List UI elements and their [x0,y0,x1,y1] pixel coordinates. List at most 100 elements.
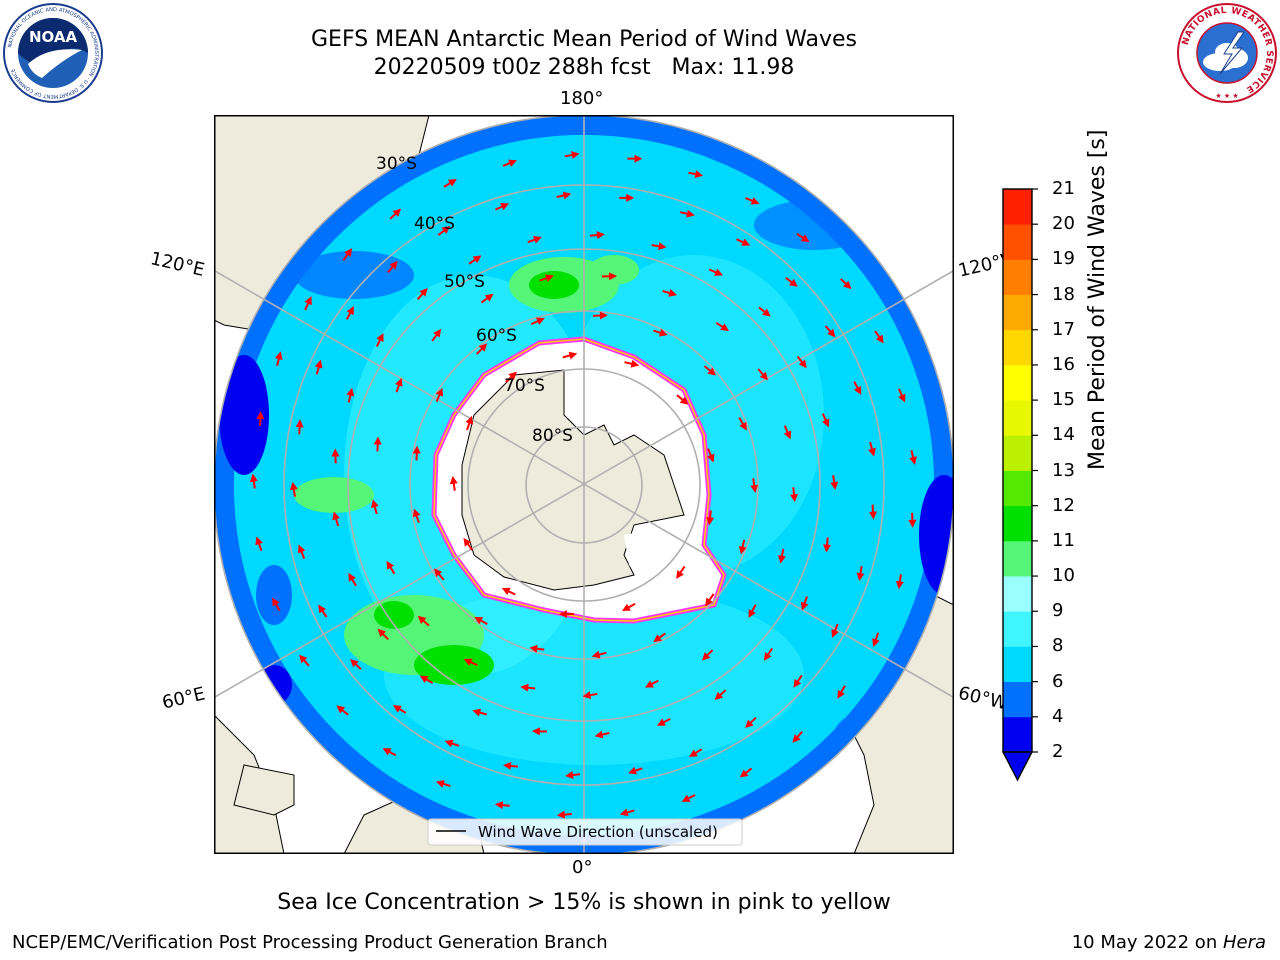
lon-label-60e: 60°E [160,683,208,714]
wave-direction-arrow [501,587,516,596]
colorbar-tick-label: 9 [1052,600,1064,622]
wave-direction-arrow [342,248,353,261]
wave-direction-arrow [444,739,460,748]
colorbar-tick-label: 19 [1052,248,1075,270]
wave-direction-arrow [475,343,488,355]
wave-direction-arrow [703,365,717,376]
wave-direction-arrow [289,481,298,497]
wave-direction-arrow [395,377,403,393]
lat-label-30s: 30°S [376,154,417,174]
lon-label-0: 0° [572,857,593,878]
wave-direction-arrow [527,236,542,244]
colorbar-extend-arrow [1001,751,1034,782]
wave-direction-arrow [377,628,389,641]
wave-direction-arrow [472,708,488,717]
wave-direction-arrow [594,730,610,739]
polar-map: 30°S 40°S 50°S 60°S 70°S 80°S Wind Wave … [214,115,954,854]
wave-direction-arrow [564,151,580,159]
wave-direction-arrow [274,351,283,367]
colorbar-tick-label: 21 [1052,178,1075,199]
colorbar-cell [1003,364,1032,401]
colorbar-tick-label: 6 [1052,670,1064,692]
wave-direction-arrow [443,178,457,188]
colorbar-cell [1003,611,1032,647]
colorbar-cell [1003,259,1032,295]
wave-direction-arrow [745,197,760,205]
wave-direction-arrow [591,650,607,659]
chart-title: GEFS MEAN Antarctic Mean Period of Wind … [311,27,857,52]
wave-direction-arrow [449,475,458,491]
lon-label-180: 180° [560,88,604,109]
svg-text:★ ★ ★: ★ ★ ★ [1215,92,1238,100]
wave-direction-arrow [529,644,545,653]
wave-direction-arrow [656,718,671,726]
wave-direction-arrow [706,510,715,526]
wave-direction-arrow [318,604,328,618]
colorbar-tick-label: 4 [1052,705,1064,727]
colorbar-cell [1003,540,1032,577]
wave-direction-arrow [348,572,357,587]
wave-direction-arrow [386,560,396,575]
wave-direction-arrow [336,705,349,716]
colorbar-cell [1003,505,1032,542]
wave-direction-arrow [314,359,323,375]
colorbar-cell [1003,294,1032,331]
colorbar-tick-label: 16 [1052,353,1075,375]
wave-direction-arrow [796,233,810,243]
wave-direction-arrow [539,274,554,282]
colorbar-tick-label: 11 [1052,529,1075,551]
chart-subtitle: 20220509 t00z 288h fcst Max: 11.98 [373,55,795,80]
wave-direction-arrow [417,615,430,627]
lon-label-120e: 120°E [148,248,207,281]
wave-direction-arrow [297,544,306,559]
colorbar-cell [1003,189,1032,225]
colorbar-cell [1003,435,1032,471]
wave-direction-arrow [644,679,659,688]
wave-direction-arrow [715,321,729,331]
wave-direction-arrow [831,623,839,638]
wave-direction-arrow [676,394,689,405]
wave-direction-arrow [736,238,751,246]
colorbar-cell [1003,470,1032,507]
wave-direction-arrow [474,616,488,625]
legend-label: Wind Wave Direction (unscaled) [478,823,718,841]
wave-direction-arrow [503,761,519,770]
wave-direction-arrow [783,425,792,440]
wave-direction-arrow [592,311,608,320]
ice-shelves [574,365,694,585]
wave-direction-arrow [249,473,258,489]
wave-direction-arrow [505,371,517,383]
wave-direction-arrow [412,508,421,524]
wave-direction-arrow [856,566,865,582]
wave-direction-arrow [830,475,839,491]
colorbar-tick-label: 20 [1052,213,1075,235]
wave-direction-arrow [688,748,703,757]
nws-logo: NATIONAL WEATHER SERVICE ★ ★ ★ [1177,3,1277,103]
wave-direction-arrow [706,448,715,463]
wave-direction-arrow [662,289,678,297]
wave-direction-arrow [375,333,384,347]
wave-direction-arrow [295,419,304,435]
wave-direction-arrow [530,317,545,326]
wave-direction-arrow [824,325,836,338]
wave-direction-arrow [463,537,474,551]
wave-direction-arrow [679,209,695,218]
colorbar-cell [1003,646,1032,683]
colorbar-cell [1003,400,1032,436]
madagascar [233,764,295,816]
wave-direction-arrow [392,705,407,714]
colorbar-cell [1003,681,1032,718]
footer-credit: NCEP/EMC/Verification Post Processing Pr… [12,932,608,953]
wave-direction-arrow [745,716,757,729]
lat-label-40s: 40°S [414,214,455,234]
colorbar-tick-label: 2 [1052,741,1064,762]
wave-direction-arrow [468,255,482,265]
wave-direction-arrow [346,387,355,403]
wave-direction-arrow [345,306,354,320]
wave-direction-arrow [582,691,598,700]
lat-label-70s: 70°S [504,376,545,396]
wave-direction-arrow [708,268,723,276]
colorbar-tick-label: 18 [1052,283,1075,305]
wave-direction-arrow [651,242,667,251]
wave-direction-arrow [332,511,340,527]
